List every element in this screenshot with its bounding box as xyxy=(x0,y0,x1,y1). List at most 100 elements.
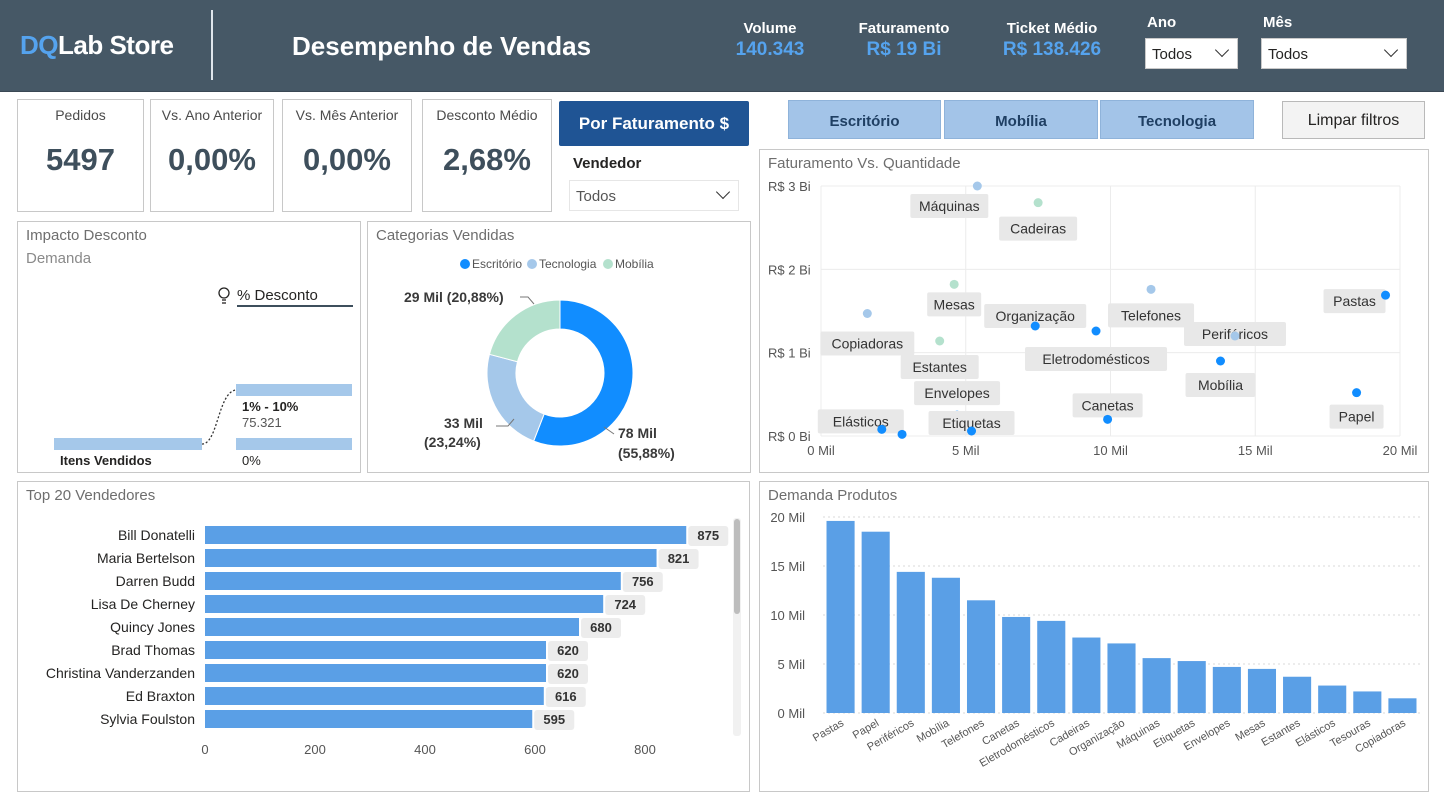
scatter-point[interactable] xyxy=(1352,388,1362,398)
data-label: 616 xyxy=(555,689,577,704)
scatter-title: Faturamento Vs. Quantidade xyxy=(768,155,961,172)
scatter-point[interactable] xyxy=(972,181,982,191)
seller-name: Ed Braxton xyxy=(126,688,195,704)
demand-bar[interactable] xyxy=(931,577,960,713)
month-filter: Mês Todos xyxy=(1261,14,1407,69)
scatter-point[interactable] xyxy=(1146,284,1156,294)
point-label: Mesas xyxy=(934,296,975,312)
demand-bar[interactable] xyxy=(826,520,855,713)
y-tick-label: R$ 0 Bi xyxy=(768,429,811,444)
branch-label: 1% - 10% xyxy=(242,399,299,414)
impact-title: Impacto Desconto xyxy=(26,227,147,244)
scatter-point[interactable] xyxy=(935,336,945,346)
demand-bar[interactable] xyxy=(1107,643,1136,713)
demand-bar[interactable] xyxy=(1283,676,1312,713)
scrollbar-thumb[interactable] xyxy=(734,519,740,614)
seller-bar[interactable] xyxy=(205,549,657,567)
scatter-point[interactable] xyxy=(1030,321,1040,331)
seller-bar[interactable] xyxy=(205,687,544,705)
category-button-mobilia[interactable]: Mobília xyxy=(944,100,1098,139)
header-divider xyxy=(211,10,213,80)
donut-slice-mobilia[interactable] xyxy=(488,299,561,363)
seller-bar[interactable] xyxy=(205,526,687,544)
scatter-point[interactable] xyxy=(949,279,959,289)
y-tick-label: 0 Mil xyxy=(778,706,806,721)
demand-bar[interactable] xyxy=(861,531,890,713)
impact-field-label: % Desconto xyxy=(237,287,318,304)
demand-bar[interactable] xyxy=(1388,698,1417,713)
demand-bar[interactable] xyxy=(1177,661,1206,713)
seller-bar[interactable] xyxy=(205,641,546,659)
seller-bar[interactable] xyxy=(205,595,604,613)
logo-rest: Lab Store xyxy=(58,30,174,60)
impact-visual: Impacto Desconto Demanda % Desconto Iten… xyxy=(17,221,361,473)
kpi-label: Vs. Ano Anterior xyxy=(161,107,263,123)
point-label-bg xyxy=(928,411,1015,435)
legend-label: Tecnologia xyxy=(539,257,597,271)
header-kpi-value: R$ 138.426 xyxy=(1002,39,1102,60)
scatter-point[interactable] xyxy=(862,309,872,318)
scatter-point[interactable] xyxy=(877,424,887,434)
scatter-point[interactable] xyxy=(897,429,907,439)
demand-bar[interactable] xyxy=(1318,685,1347,713)
categories-visual: Categorias Vendidas Escritório Tecnologi… xyxy=(367,221,751,473)
demand-bar[interactable] xyxy=(1142,658,1171,713)
data-label-bg xyxy=(688,526,729,546)
seller-name: Darren Budd xyxy=(116,573,195,589)
point-label-bg xyxy=(999,216,1078,241)
header-bar: DQLab Store Desempenho de Vendas Volume … xyxy=(0,0,1444,92)
scatter-point[interactable] xyxy=(1103,414,1113,424)
seller-bar[interactable] xyxy=(205,618,579,636)
branch-bar-1-10[interactable] xyxy=(236,384,352,396)
demand-bar[interactable] xyxy=(1072,637,1101,713)
point-label-bg xyxy=(1185,373,1256,397)
faturamento-toggle-button[interactable]: Por Faturamento $ xyxy=(559,101,749,146)
seller-bar[interactable] xyxy=(205,710,533,728)
data-label-bg xyxy=(548,641,588,661)
scatter-point[interactable] xyxy=(1230,331,1240,341)
data-label: 756 xyxy=(632,574,654,589)
seller-bar[interactable] xyxy=(205,664,546,682)
point-label-bg xyxy=(1072,393,1143,418)
donut-slice-tecnologia[interactable] xyxy=(486,353,545,442)
demand-bar[interactable] xyxy=(1037,620,1066,713)
data-label: 821 xyxy=(668,551,690,566)
kpi-card-desconto: Desconto Médio 2,68% xyxy=(422,99,552,212)
demand-bar[interactable] xyxy=(966,600,996,713)
root-label: Itens Vendidos xyxy=(60,453,152,468)
scatter-point[interactable] xyxy=(1381,290,1391,300)
point-label-bg xyxy=(1025,347,1168,371)
demand-bar[interactable] xyxy=(1247,668,1277,713)
category-button-escritorio[interactable]: Escritório xyxy=(788,100,941,139)
year-dropdown[interactable]: Todos xyxy=(1145,38,1238,69)
seller-name: Lisa De Cherney xyxy=(91,596,195,612)
x-tick-label: Pastas xyxy=(811,717,847,744)
seller-dropdown[interactable]: Todos xyxy=(569,180,739,211)
demand-bar[interactable] xyxy=(896,571,925,713)
clear-filters-button[interactable]: Limpar filtros xyxy=(1282,101,1425,139)
seller-name: Maria Bertelson xyxy=(97,550,195,566)
branch-bar-0[interactable] xyxy=(236,438,352,450)
seller-bar[interactable] xyxy=(205,572,621,590)
demand-bar[interactable] xyxy=(1212,666,1241,713)
donut-slice-escritorio[interactable] xyxy=(532,299,634,447)
donut-legend: Escritório Tecnologia Mobília xyxy=(460,257,654,271)
x-tick-label: 0 xyxy=(201,742,208,757)
point-label-bg xyxy=(910,194,989,218)
leader-line xyxy=(520,296,535,305)
root-bar[interactable] xyxy=(54,438,202,450)
scatter-point[interactable] xyxy=(1091,326,1101,336)
point-label-bg xyxy=(1329,404,1384,429)
scatter-point[interactable] xyxy=(967,426,977,436)
category-button-tecnologia[interactable]: Tecnologia xyxy=(1100,100,1254,139)
point-label: Pastas xyxy=(1333,293,1376,309)
scatter-point[interactable] xyxy=(1216,356,1226,366)
point-label: Eletrodomésticos xyxy=(1042,351,1149,367)
month-dropdown[interactable]: Todos xyxy=(1261,38,1407,69)
demand-bar[interactable] xyxy=(1353,691,1382,713)
scatter-point[interactable] xyxy=(1033,198,1043,208)
demand-bar[interactable] xyxy=(1002,616,1031,713)
seller-dropdown-value: Todos xyxy=(576,188,617,205)
year-dropdown-value: Todos xyxy=(1152,46,1193,63)
